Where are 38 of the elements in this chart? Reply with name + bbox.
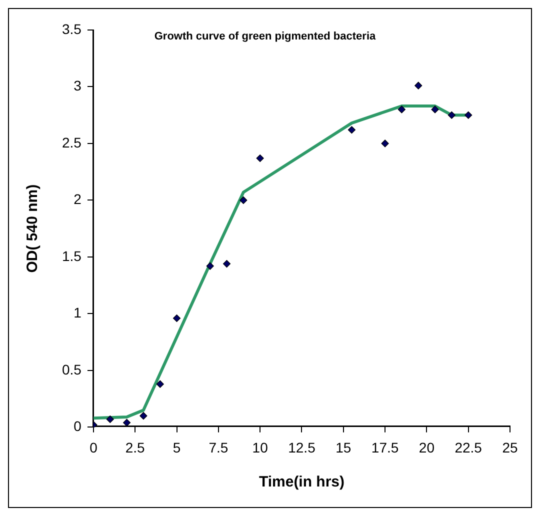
point xyxy=(414,82,422,90)
point xyxy=(206,262,214,270)
x-tick-label: 20 xyxy=(418,440,435,456)
x-tick-label: 15 xyxy=(336,440,352,456)
y-tick-label: 0.5 xyxy=(62,361,82,378)
point xyxy=(156,380,164,388)
y-tick-label: 1 xyxy=(74,304,82,321)
y-tick-label: 2.5 xyxy=(62,134,82,150)
point xyxy=(172,314,181,322)
point xyxy=(348,126,356,134)
x-tick-label: 7.5 xyxy=(208,440,228,456)
point xyxy=(256,154,264,162)
x-tick-label: 2.5 xyxy=(125,440,146,456)
point xyxy=(398,106,406,114)
chart-title: Growth curve of green pigmented bacteria xyxy=(154,30,377,43)
x-tick-label: 22.5 xyxy=(454,440,482,456)
y-tick-label: 1.5 xyxy=(62,248,82,264)
point xyxy=(106,415,114,424)
x-tick-label: 12.5 xyxy=(288,440,316,456)
point xyxy=(122,418,131,426)
point xyxy=(240,196,248,204)
x-tick-label: 17.5 xyxy=(371,440,399,456)
point xyxy=(448,111,456,119)
y-tick-label: 3.5 xyxy=(62,20,82,37)
point xyxy=(140,412,148,420)
point xyxy=(381,140,389,148)
x-tick-label: 0 xyxy=(90,440,98,456)
x-tick-label: 25 xyxy=(502,440,518,456)
x-axis-title: Time(in hrs) xyxy=(258,473,345,490)
y-tick-label: 3 xyxy=(74,78,82,94)
y-axis-title: OD( 540 nm) xyxy=(24,184,42,273)
y-tick-label: 2 xyxy=(74,191,82,208)
point xyxy=(431,106,439,114)
point xyxy=(464,111,472,119)
x-tick-label: 5 xyxy=(172,440,181,456)
y-tick-label: 0 xyxy=(74,418,82,434)
x-tick-label: 10 xyxy=(252,440,268,456)
point xyxy=(222,260,231,268)
